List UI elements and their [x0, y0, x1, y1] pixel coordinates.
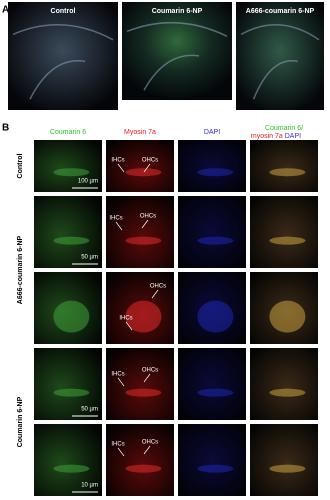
- arrow: [141, 219, 149, 229]
- micrograph: [34, 140, 102, 192]
- column-header: Coumarin 6: [50, 129, 86, 136]
- micrograph: [106, 424, 174, 496]
- arrow: [151, 289, 159, 299]
- signal: [197, 236, 234, 245]
- panel-label: B: [2, 123, 9, 134]
- signal: [197, 464, 234, 473]
- cell-label: IHCs: [119, 316, 132, 322]
- cell-label: OHCs: [142, 158, 158, 164]
- row-label: A666-coumarin 6-NP: [17, 235, 24, 304]
- arrow: [115, 221, 123, 231]
- header-part: myosin 7a: [251, 133, 283, 140]
- scale-bar-label: 50 µm: [81, 255, 98, 261]
- arrow: [117, 447, 125, 457]
- cell-label: OHCs: [150, 284, 166, 290]
- arrow: [125, 321, 133, 331]
- micrograph: [250, 140, 318, 192]
- signal: [125, 236, 162, 245]
- signal: [53, 300, 90, 333]
- tissue-outline: [12, 24, 114, 100]
- scale-bar-label: 50 µm: [81, 407, 98, 413]
- micrograph: [122, 2, 232, 100]
- signal: [197, 300, 234, 333]
- signal: [197, 168, 234, 177]
- signal: [125, 300, 162, 333]
- scale-bar-label: 100 µm: [78, 179, 98, 185]
- micrograph: [34, 348, 102, 420]
- micrograph: [178, 196, 246, 268]
- micrograph: [236, 2, 324, 110]
- micrograph: [178, 348, 246, 420]
- micrograph: [250, 348, 318, 420]
- cell-label: IHCs: [111, 372, 124, 378]
- cell-label: IHCs: [111, 442, 124, 448]
- panel-label: A: [2, 5, 9, 16]
- cell-label: OHCs: [140, 214, 156, 220]
- arrow: [143, 163, 151, 173]
- signal: [53, 464, 90, 473]
- cell-label: IHCs: [109, 216, 122, 222]
- image-title: A666-coumarin 6-NP: [246, 8, 315, 15]
- micrograph: [250, 196, 318, 268]
- micrograph: [106, 348, 174, 420]
- arrow: [117, 163, 125, 173]
- signal: [125, 388, 162, 397]
- micrograph: [34, 424, 102, 496]
- micrograph: [106, 196, 174, 268]
- scale-bar-label: 10 µm: [81, 483, 98, 489]
- micrograph: [250, 424, 318, 496]
- signal: [125, 168, 162, 177]
- micrograph: [178, 424, 246, 496]
- signal: [53, 388, 90, 397]
- micrograph: [106, 140, 174, 192]
- signal: [197, 388, 234, 397]
- cell-label: OHCs: [142, 440, 158, 446]
- signal: [269, 236, 306, 245]
- image-title: Control: [51, 8, 76, 15]
- signal: [53, 168, 90, 177]
- header-part: DAPI: [285, 133, 301, 140]
- signal: [269, 464, 306, 473]
- signal: [269, 168, 306, 177]
- signal: [125, 464, 162, 473]
- cell-label: OHCs: [142, 368, 158, 374]
- column-header: DAPI: [204, 129, 220, 136]
- arrow: [117, 377, 125, 387]
- arrow: [143, 445, 151, 455]
- micrograph: [8, 2, 118, 110]
- row-label: Coumarin 6-NP: [17, 396, 24, 447]
- tissue-outline: [126, 21, 228, 91]
- arrow: [143, 373, 151, 383]
- row-label: Control: [17, 154, 24, 179]
- micrograph: [178, 272, 246, 344]
- header-part: Coumarin 6/: [265, 125, 303, 132]
- signal: [53, 236, 90, 245]
- signal: [269, 300, 306, 333]
- column-header: Myosin 7a: [124, 129, 156, 136]
- tissue-outline: [240, 24, 320, 100]
- column-header: Coumarin 6/myosin 7a DAPI: [251, 125, 303, 140]
- micrograph: [34, 196, 102, 268]
- signal: [269, 388, 306, 397]
- image-title: Coumarin 6-NP: [152, 8, 203, 15]
- cell-label: IHCs: [111, 158, 124, 164]
- micrograph: [178, 140, 246, 192]
